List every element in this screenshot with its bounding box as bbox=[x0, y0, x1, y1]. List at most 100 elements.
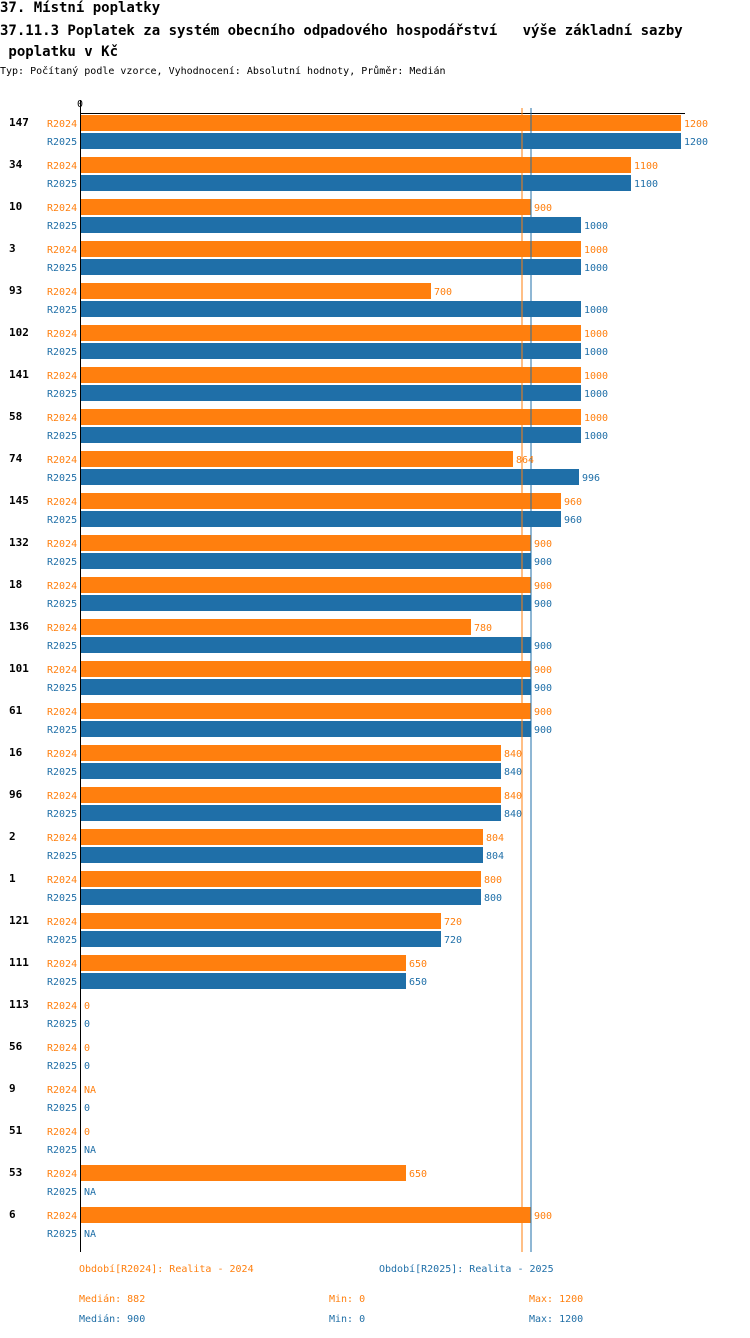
series-label-R2025: R2025 bbox=[47, 263, 77, 274]
bar-136-R2025 bbox=[81, 637, 531, 653]
category-label-147: 147 bbox=[9, 116, 29, 129]
value-label-101-R2025: 900 bbox=[534, 683, 552, 694]
value-label-53-R2024: 650 bbox=[409, 1169, 427, 1180]
bar-16-R2024 bbox=[81, 745, 501, 761]
bar-132-R2025 bbox=[81, 553, 531, 569]
series-label-R2024: R2024 bbox=[47, 707, 77, 718]
bar-58-R2025 bbox=[81, 427, 581, 443]
bar-16-R2025 bbox=[81, 763, 501, 779]
bar-58-R2024 bbox=[81, 409, 581, 425]
series-label-R2024: R2024 bbox=[47, 413, 77, 424]
bar-2-R2025 bbox=[81, 847, 483, 863]
bar-3-R2025 bbox=[81, 259, 581, 275]
bar-102-R2024 bbox=[81, 325, 581, 341]
value-label-3-R2024: 1000 bbox=[584, 245, 608, 256]
series-label-R2025: R2025 bbox=[47, 809, 77, 820]
bar-141-R2024 bbox=[81, 367, 581, 383]
bar-74-R2025 bbox=[81, 469, 579, 485]
series-label-R2024: R2024 bbox=[47, 1043, 77, 1054]
bar-145-R2025 bbox=[81, 511, 561, 527]
value-label-16-R2024: 840 bbox=[504, 749, 522, 760]
series-label-R2025: R2025 bbox=[47, 725, 77, 736]
bar-145-R2024 bbox=[81, 493, 561, 509]
bar-102-R2025 bbox=[81, 343, 581, 359]
bar-121-R2024 bbox=[81, 913, 441, 929]
series-label-R2025: R2025 bbox=[47, 851, 77, 862]
series-label-R2025: R2025 bbox=[47, 221, 77, 232]
category-label-6: 6 bbox=[9, 1208, 16, 1221]
value-label-136-R2025: 900 bbox=[534, 641, 552, 652]
page-title: 37. Místní poplatky bbox=[0, 0, 161, 16]
stat-max-r2024: Max: 1200 bbox=[529, 1294, 584, 1305]
bar-93-R2025 bbox=[81, 301, 581, 317]
series-label-R2024: R2024 bbox=[47, 455, 77, 466]
value-label-34-R2024: 1100 bbox=[634, 161, 658, 172]
value-label-61-R2025: 900 bbox=[534, 725, 552, 736]
series-label-R2025: R2025 bbox=[47, 893, 77, 904]
series-label-R2024: R2024 bbox=[47, 1085, 77, 1096]
category-label-101: 101 bbox=[9, 662, 29, 675]
series-label-R2025: R2025 bbox=[47, 347, 77, 358]
value-label-9-R2024: NA bbox=[84, 1085, 96, 1096]
value-label-96-R2025: 840 bbox=[504, 809, 522, 820]
value-label-74-R2024: 864 bbox=[516, 455, 534, 466]
value-label-111-R2025: 650 bbox=[409, 977, 427, 988]
bar-1-R2024 bbox=[81, 871, 481, 887]
bar-96-R2025 bbox=[81, 805, 501, 821]
series-label-R2024: R2024 bbox=[47, 497, 77, 508]
series-label-R2024: R2024 bbox=[47, 959, 77, 970]
bar-53-R2024 bbox=[81, 1165, 406, 1181]
series-label-R2024: R2024 bbox=[47, 119, 77, 130]
category-label-3: 3 bbox=[9, 242, 16, 255]
bar-101-R2024 bbox=[81, 661, 531, 677]
category-label-74: 74 bbox=[9, 452, 23, 465]
value-label-9-R2025: 0 bbox=[84, 1103, 90, 1114]
series-label-R2024: R2024 bbox=[47, 371, 77, 382]
stat-max-r2025: Max: 1200 bbox=[529, 1314, 584, 1325]
series-label-R2024: R2024 bbox=[47, 203, 77, 214]
value-label-2-R2025: 804 bbox=[486, 851, 504, 862]
category-label-34: 34 bbox=[9, 158, 23, 171]
value-label-34-R2025: 1100 bbox=[634, 179, 658, 190]
bar-111-R2024 bbox=[81, 955, 406, 971]
value-label-1-R2025: 800 bbox=[484, 893, 502, 904]
category-label-132: 132 bbox=[9, 536, 29, 549]
series-label-R2025: R2025 bbox=[47, 389, 77, 400]
bar-6-R2024 bbox=[81, 1207, 531, 1223]
series-label-R2024: R2024 bbox=[47, 791, 77, 802]
value-label-113-R2025: 0 bbox=[84, 1019, 90, 1030]
category-label-121: 121 bbox=[9, 914, 29, 927]
value-label-121-R2025: 720 bbox=[444, 935, 462, 946]
bar-18-R2025 bbox=[81, 595, 531, 611]
series-label-R2024: R2024 bbox=[47, 875, 77, 886]
value-label-53-R2025: NA bbox=[84, 1187, 96, 1198]
value-label-136-R2024: 780 bbox=[474, 623, 492, 634]
series-label-R2025: R2025 bbox=[47, 431, 77, 442]
series-label-R2025: R2025 bbox=[47, 1145, 77, 1156]
series-label-R2024: R2024 bbox=[47, 539, 77, 550]
category-label-145: 145 bbox=[9, 494, 29, 507]
value-label-61-R2024: 900 bbox=[534, 707, 552, 718]
value-label-2-R2024: 804 bbox=[486, 833, 504, 844]
series-label-R2025: R2025 bbox=[47, 179, 77, 190]
category-label-111: 111 bbox=[9, 956, 29, 969]
value-label-121-R2024: 720 bbox=[444, 917, 462, 928]
legend-period-r2025: Období[R2025]: Realita - 2025 bbox=[379, 1264, 554, 1275]
series-label-R2024: R2024 bbox=[47, 287, 77, 298]
value-label-18-R2024: 900 bbox=[534, 581, 552, 592]
value-label-1-R2024: 800 bbox=[484, 875, 502, 886]
value-label-132-R2025: 900 bbox=[534, 557, 552, 568]
series-label-R2024: R2024 bbox=[47, 833, 77, 844]
category-label-96: 96 bbox=[9, 788, 23, 801]
value-label-58-R2024: 1000 bbox=[584, 413, 608, 424]
category-label-53: 53 bbox=[9, 1166, 22, 1179]
series-label-R2024: R2024 bbox=[47, 329, 77, 340]
value-label-101-R2024: 900 bbox=[534, 665, 552, 676]
bar-132-R2024 bbox=[81, 535, 531, 551]
bar-34-R2024 bbox=[81, 157, 631, 173]
category-label-136: 136 bbox=[9, 620, 29, 633]
value-label-74-R2025: 996 bbox=[582, 473, 600, 484]
series-label-R2025: R2025 bbox=[47, 641, 77, 652]
bar-3-R2024 bbox=[81, 241, 581, 257]
